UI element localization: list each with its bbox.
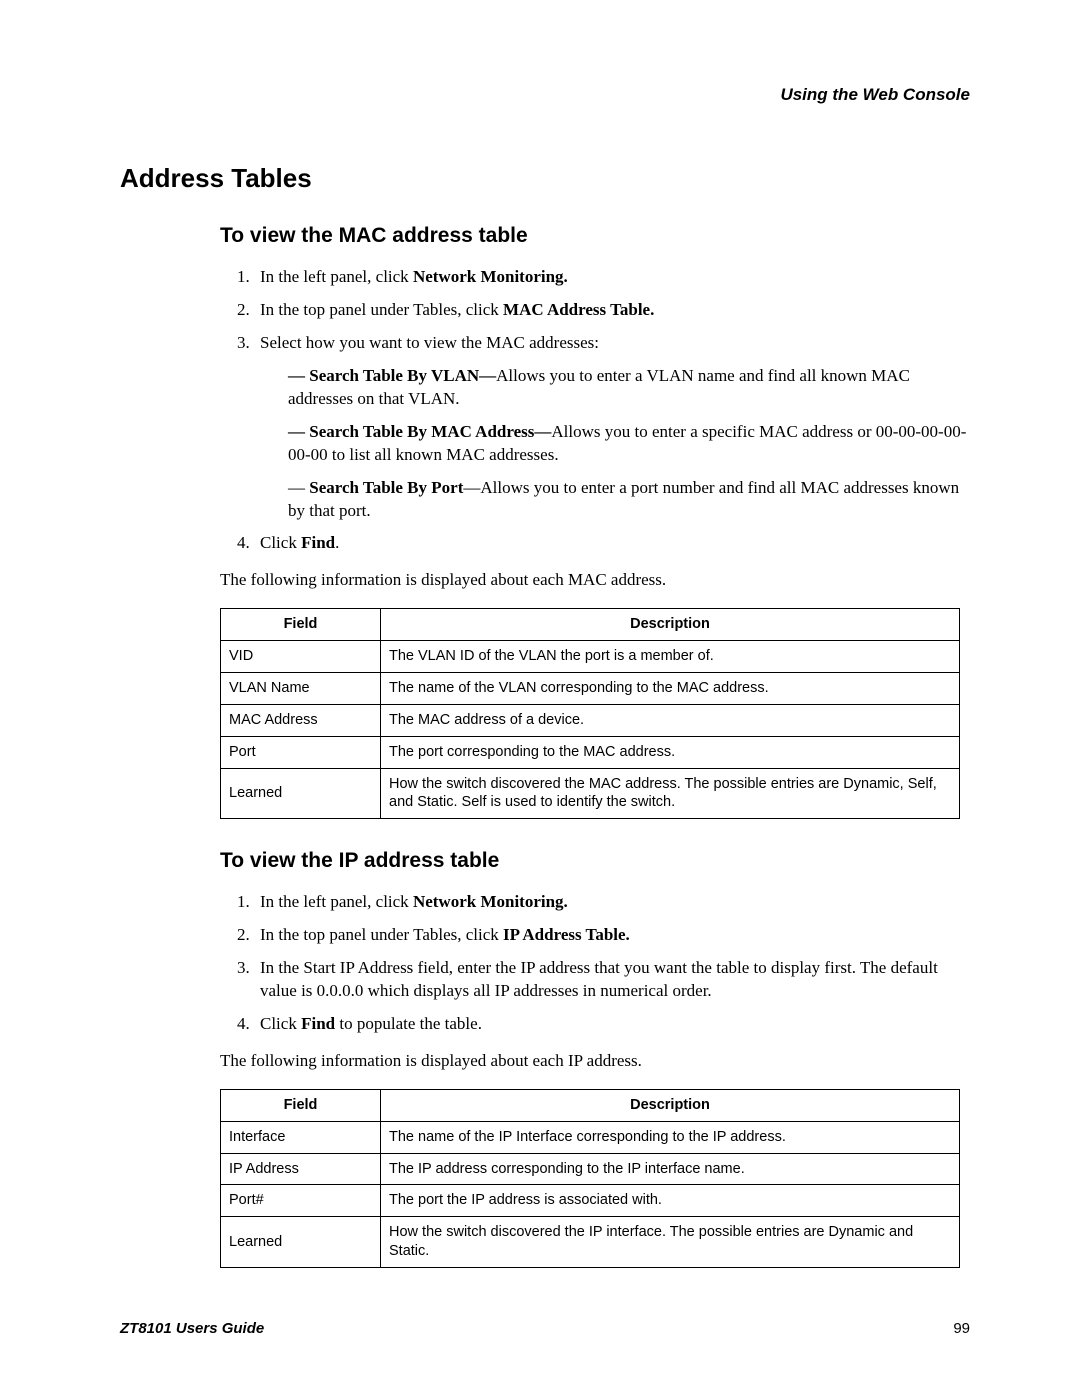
list-item: Select how you want to view the MAC addr… — [254, 332, 970, 523]
sub-item: — Search Table By Port—Allows you to ent… — [260, 477, 970, 523]
cell-desc: The MAC address of a device. — [381, 704, 960, 736]
step-text: . — [335, 533, 339, 552]
cell-desc: The name of the VLAN corresponding to th… — [381, 673, 960, 705]
page-title: Address Tables — [120, 163, 970, 194]
table-row: VIDThe VLAN ID of the VLAN the port is a… — [221, 641, 960, 673]
table-row: MAC AddressThe MAC address of a device. — [221, 704, 960, 736]
cell-field: Interface — [221, 1121, 381, 1153]
cell-field: VID — [221, 641, 381, 673]
cell-desc: The port corresponding to the MAC addres… — [381, 736, 960, 768]
footer-title: ZT8101 Users Guide — [120, 1320, 264, 1337]
sub-bold: — Search Table By MAC Address— — [288, 422, 551, 441]
list-item: Click Find. — [254, 532, 970, 555]
list-item: In the Start IP Address field, enter the… — [254, 957, 970, 1003]
sub-bold: Search Table By Port — [309, 478, 463, 497]
step-text: In the Start IP Address field, enter the… — [260, 958, 938, 1000]
step-bold: Network Monitoring. — [413, 892, 568, 911]
page-footer: ZT8101 Users Guide 99 — [120, 1320, 970, 1337]
ip-after-para: The following information is displayed a… — [220, 1050, 970, 1073]
step-text: In the top panel under Tables, click — [260, 300, 503, 319]
table-header-row: Field Description — [221, 609, 960, 641]
table-row: VLAN NameThe name of the VLAN correspond… — [221, 673, 960, 705]
table-row: PortThe port corresponding to the MAC ad… — [221, 736, 960, 768]
cell-desc: The port the IP address is associated wi… — [381, 1185, 960, 1217]
list-item: In the top panel under Tables, click IP … — [254, 924, 970, 947]
page-content: Using the Web Console Address Tables To … — [120, 85, 970, 1268]
table-row: LearnedHow the switch discovered the IP … — [221, 1217, 960, 1268]
list-item: In the left panel, click Network Monitor… — [254, 266, 970, 289]
running-header: Using the Web Console — [120, 85, 970, 105]
col-description: Description — [381, 609, 960, 641]
step-text: Click — [260, 533, 301, 552]
step-bold: MAC Address Table. — [503, 300, 654, 319]
sub-item: — Search Table By VLAN—Allows you to ent… — [260, 365, 970, 411]
footer-page-number: 99 — [953, 1320, 970, 1337]
sub-dash: — — [288, 478, 309, 497]
step-text: to populate the table. — [335, 1014, 482, 1033]
step-bold: Find — [301, 533, 335, 552]
sub-bold: — Search Table By VLAN— — [288, 366, 496, 385]
step-bold: Network Monitoring. — [413, 267, 568, 286]
table-row: LearnedHow the switch discovered the MAC… — [221, 768, 960, 819]
mac-steps-list: In the left panel, click Network Monitor… — [254, 266, 970, 555]
col-field: Field — [221, 1089, 381, 1121]
cell-desc: How the switch discovered the MAC addres… — [381, 768, 960, 819]
table-header-row: Field Description — [221, 1089, 960, 1121]
cell-field: Port# — [221, 1185, 381, 1217]
cell-desc: The VLAN ID of the VLAN the port is a me… — [381, 641, 960, 673]
list-item: Click Find to populate the table. — [254, 1013, 970, 1036]
cell-field: Learned — [221, 1217, 381, 1268]
table-row: IP AddressThe IP address corresponding t… — [221, 1153, 960, 1185]
step-text: In the left panel, click — [260, 267, 413, 286]
cell-field: Learned — [221, 768, 381, 819]
table-row: Port#The port the IP address is associat… — [221, 1185, 960, 1217]
ip-steps-list: In the left panel, click Network Monitor… — [254, 891, 970, 1036]
mac-after-para: The following information is displayed a… — [220, 569, 970, 592]
cell-field: Port — [221, 736, 381, 768]
step-text: In the left panel, click — [260, 892, 413, 911]
step-bold: Find — [301, 1014, 335, 1033]
list-item: In the left panel, click Network Monitor… — [254, 891, 970, 914]
sub-list: — Search Table By VLAN—Allows you to ent… — [260, 365, 970, 523]
cell-field: VLAN Name — [221, 673, 381, 705]
step-text: Click — [260, 1014, 301, 1033]
step-bold: IP Address Table. — [503, 925, 630, 944]
cell-desc: The IP address corresponding to the IP i… — [381, 1153, 960, 1185]
table-row: InterfaceThe name of the IP Interface co… — [221, 1121, 960, 1153]
col-field: Field — [221, 609, 381, 641]
cell-desc: The name of the IP Interface correspondi… — [381, 1121, 960, 1153]
ip-field-table: Field Description InterfaceThe name of t… — [220, 1089, 960, 1268]
step-text: In the top panel under Tables, click — [260, 925, 503, 944]
sub-item: — Search Table By MAC Address—Allows you… — [260, 421, 970, 467]
cell-field: IP Address — [221, 1153, 381, 1185]
section-heading-mac: To view the MAC address table — [220, 224, 970, 248]
mac-field-table: Field Description VIDThe VLAN ID of the … — [220, 608, 960, 819]
cell-desc: How the switch discovered the IP interfa… — [381, 1217, 960, 1268]
list-item: In the top panel under Tables, click MAC… — [254, 299, 970, 322]
step-text: Select how you want to view the MAC addr… — [260, 333, 599, 352]
section-heading-ip: To view the IP address table — [220, 849, 970, 873]
col-description: Description — [381, 1089, 960, 1121]
cell-field: MAC Address — [221, 704, 381, 736]
